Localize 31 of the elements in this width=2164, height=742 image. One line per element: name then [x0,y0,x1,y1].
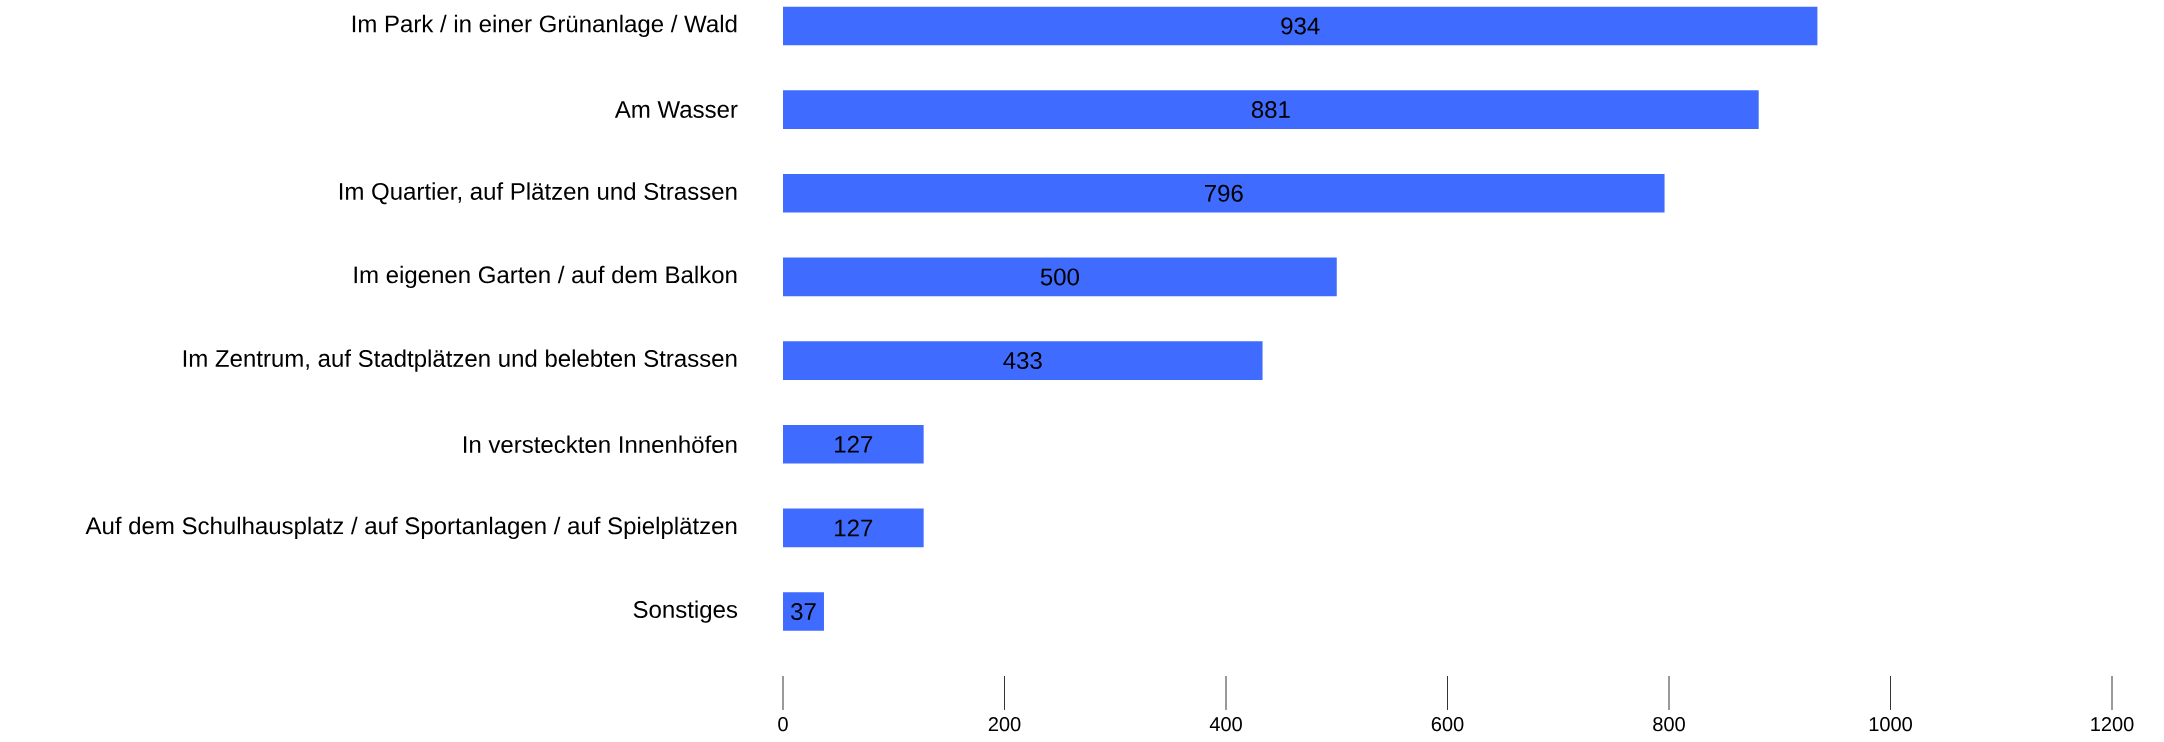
y-tick-label: Im eigenen Garten / auf dem Balkon [354,265,737,289]
bar [783,173,1665,213]
data-label: 127 [835,435,873,453]
x-tick-label: 0 [778,717,788,732]
data-label: 127 [835,519,873,537]
data-label: 37 [791,603,816,621]
bar [783,257,1337,297]
bar [783,592,824,631]
x-tick-label: 1000 [1869,717,1912,732]
x-tick-label: 400 [1209,717,1242,732]
y-tick-label: Sonstiges [633,600,738,623]
data-label: 433 [1003,352,1042,370]
x-tick-label: 200 [988,717,1021,732]
y-tick-label: In versteckten Innenhöfen [463,435,737,454]
bar [783,90,1759,129]
data-label: 881 [1251,101,1290,119]
data-label: 500 [1040,268,1079,286]
x-tick-label: 1200 [2091,717,2134,732]
data-label: 934 [1281,17,1320,35]
y-tick-label: Im Quartier, auf Plätzen und Strassen [339,182,737,205]
y-tick-label: Im Park / in einer Grünanlage / Wald [352,14,737,38]
y-tick-label: Im Zentrum, auf Stadtplätzen und belebten Strassen [183,349,737,372]
x-tick-label: 600 [1431,717,1464,732]
bar [783,341,1263,380]
data-label: 796 [1204,184,1243,202]
bar [783,508,924,548]
bar [783,424,924,464]
bar [783,6,1818,46]
x-tick-label: 800 [1653,717,1685,732]
y-tick-label: Am Wasser [614,101,738,118]
y-tick-label: Auf dem Schulhausplatz / auf Sportanlagen / auf Spielplätzen [85,516,737,540]
